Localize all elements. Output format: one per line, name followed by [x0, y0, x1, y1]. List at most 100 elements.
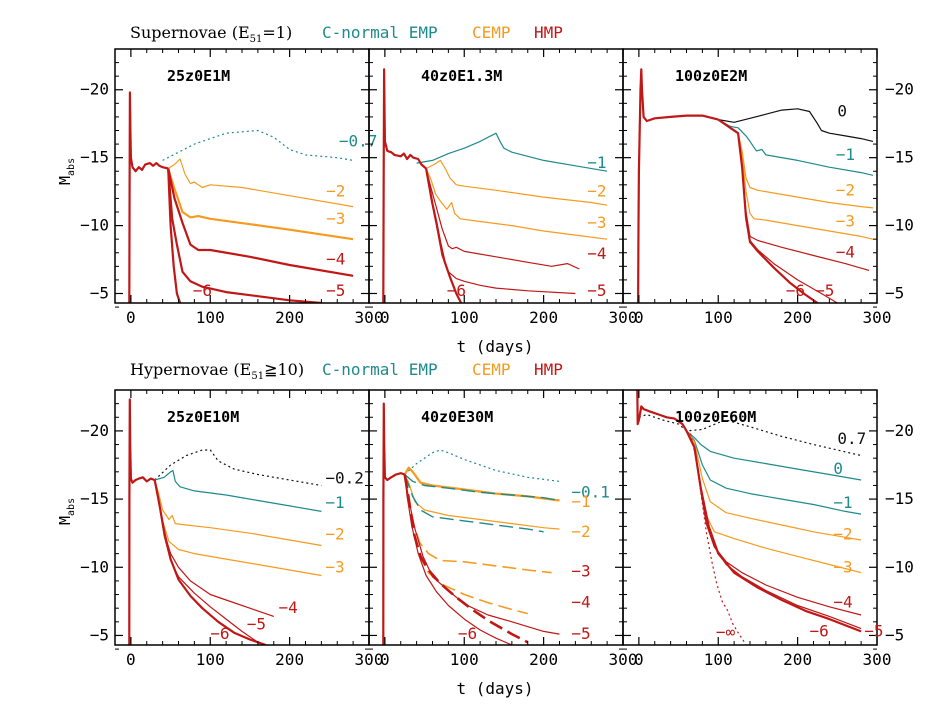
- curve-label: −1: [325, 493, 344, 512]
- series-line--2: [686, 430, 862, 541]
- panel-hypernova-40z0E30M: 0 100 200 300 40z0E30M −0.1−1 −2 −3 −4 −5 −6: [368, 389, 638, 669]
- curve-label: −1: [833, 493, 852, 512]
- series-line--1: [718, 119, 874, 176]
- row-1-heading: Supernovae (E: [130, 23, 250, 42]
- plot-area: [637, 68, 874, 303]
- curve-label: 0: [833, 459, 843, 478]
- y-tick-label: −5: [90, 625, 109, 644]
- x-tick-label: 100: [196, 308, 225, 327]
- y-tick-label: −10: [80, 557, 109, 576]
- row-2-legend-hmp: HMP: [534, 360, 563, 379]
- row-1-heading-sub: 51: [250, 34, 263, 45]
- series-line--2: [167, 158, 354, 208]
- plot-area: [382, 68, 608, 303]
- series-line--1: [403, 466, 560, 502]
- series-line-0: [718, 108, 874, 142]
- curve-label: −3: [833, 557, 852, 576]
- y-tick-label: −20: [80, 80, 109, 99]
- curve-label: −5: [815, 281, 834, 300]
- x-axis-label-bottom: t (days): [456, 679, 533, 698]
- curve-label: −6: [786, 281, 805, 300]
- curve-label: −3: [325, 557, 344, 576]
- x-tick-label: 200: [529, 308, 558, 327]
- row-2-heading-tail: ≧10): [264, 360, 304, 379]
- x-tick-label: 100: [450, 308, 479, 327]
- x-tick-label: 300: [355, 650, 384, 669]
- row-2-heading: Hypernovae (E: [130, 360, 251, 379]
- curve-label: −4: [279, 598, 298, 617]
- panel-supernova-40z0E1.3M: 0 100 200 300 40z0E1.3M −1 −2 −3 −4 −5 −6: [368, 48, 637, 327]
- series-line-0: [686, 430, 862, 481]
- panel-title: 100z0E2M: [675, 67, 747, 85]
- x-tick-label: 300: [609, 650, 638, 669]
- y-axis-label-bottom: Mabs: [56, 498, 77, 525]
- series-line--6: [717, 118, 819, 303]
- series-line-shared-rise: [636, 390, 688, 432]
- y-tick-label-right: −20: [885, 80, 914, 99]
- row-1-heading-tail: =1): [262, 23, 292, 42]
- x-tick-label: 200: [275, 650, 304, 669]
- curve-label: −5: [571, 624, 590, 643]
- curve-label: −0.1: [571, 482, 610, 501]
- series-line-shared-rise: [128, 91, 169, 303]
- curve-label: −2: [326, 182, 345, 201]
- curve-label: −6: [447, 281, 466, 300]
- series-line--5: [154, 479, 259, 643]
- x-tick-label: 100: [450, 650, 479, 669]
- curve-label: −2: [325, 525, 344, 544]
- curve-label: −0.7: [339, 131, 378, 150]
- series-line--5: [167, 168, 322, 303]
- y-tick-label-right: −5: [885, 283, 904, 302]
- x-tick-label: 0: [380, 308, 390, 327]
- x-tick-label: 300: [863, 308, 892, 327]
- y-tick-label: −10: [80, 216, 109, 235]
- x-tick-label: 200: [783, 650, 812, 669]
- panel-title: 40z0E30M: [421, 408, 493, 426]
- curve-label: −2: [836, 180, 855, 199]
- series-line--5b: [404, 474, 560, 635]
- series-line-shared-rise: [382, 402, 406, 645]
- series-line--3: [167, 168, 354, 241]
- series-line--5: [717, 119, 838, 303]
- y-tick-label-right: −15: [885, 489, 914, 508]
- row-1-legend-cnormal: C-normal EMP: [322, 23, 438, 42]
- curve-label: −6: [193, 281, 212, 300]
- series-line--1: [154, 469, 322, 512]
- series-line--6: [167, 168, 182, 303]
- curve-label: −6: [210, 624, 229, 643]
- curve-label: −5: [864, 621, 883, 640]
- x-tick-label: 300: [355, 308, 384, 327]
- series-line--6: [404, 474, 513, 645]
- series-line--1: [686, 430, 862, 515]
- plot-area: [128, 91, 354, 303]
- row-2-legend-cnormal: C-normal EMP: [322, 360, 438, 379]
- curve-label: −2: [587, 182, 606, 201]
- y-tick-label-right: −10: [885, 216, 914, 235]
- x-tick-label: 0: [126, 308, 136, 327]
- panel-title: 40z0E1.3M: [421, 67, 502, 85]
- plot-area: [636, 390, 862, 645]
- curve-label: −3: [326, 209, 345, 228]
- curve-label: −1: [836, 145, 855, 164]
- x-tick-label: 100: [704, 308, 733, 327]
- panel-hypernova-100z0E60M: 0 100 200 300 −20 −15 −10 −5 100z0E60M 0.7 0 −1 −2 −3…: [622, 389, 914, 669]
- curve-label: 0.7: [837, 429, 866, 448]
- curve-label: −4: [571, 593, 590, 612]
- curve-label: −3: [587, 213, 606, 232]
- y-tick-label-right: −15: [885, 148, 914, 167]
- series-line--3: [403, 474, 552, 574]
- series-line--0.2: [154, 449, 322, 487]
- curve-label: −5: [587, 281, 606, 300]
- y-tick-label-right: −20: [885, 421, 914, 440]
- x-tick-label: 0: [634, 308, 644, 327]
- series-line--6: [425, 168, 463, 303]
- panel-title: 100z0E60M: [675, 408, 756, 426]
- curve-label: −6: [458, 624, 477, 643]
- series-line--0.1: [404, 449, 560, 482]
- curve-label: −3: [571, 561, 590, 580]
- curve-label: 0: [837, 101, 847, 120]
- series-line--3: [154, 479, 322, 577]
- x-tick-label: 200: [275, 308, 304, 327]
- series-line-shared-rise: [637, 68, 719, 303]
